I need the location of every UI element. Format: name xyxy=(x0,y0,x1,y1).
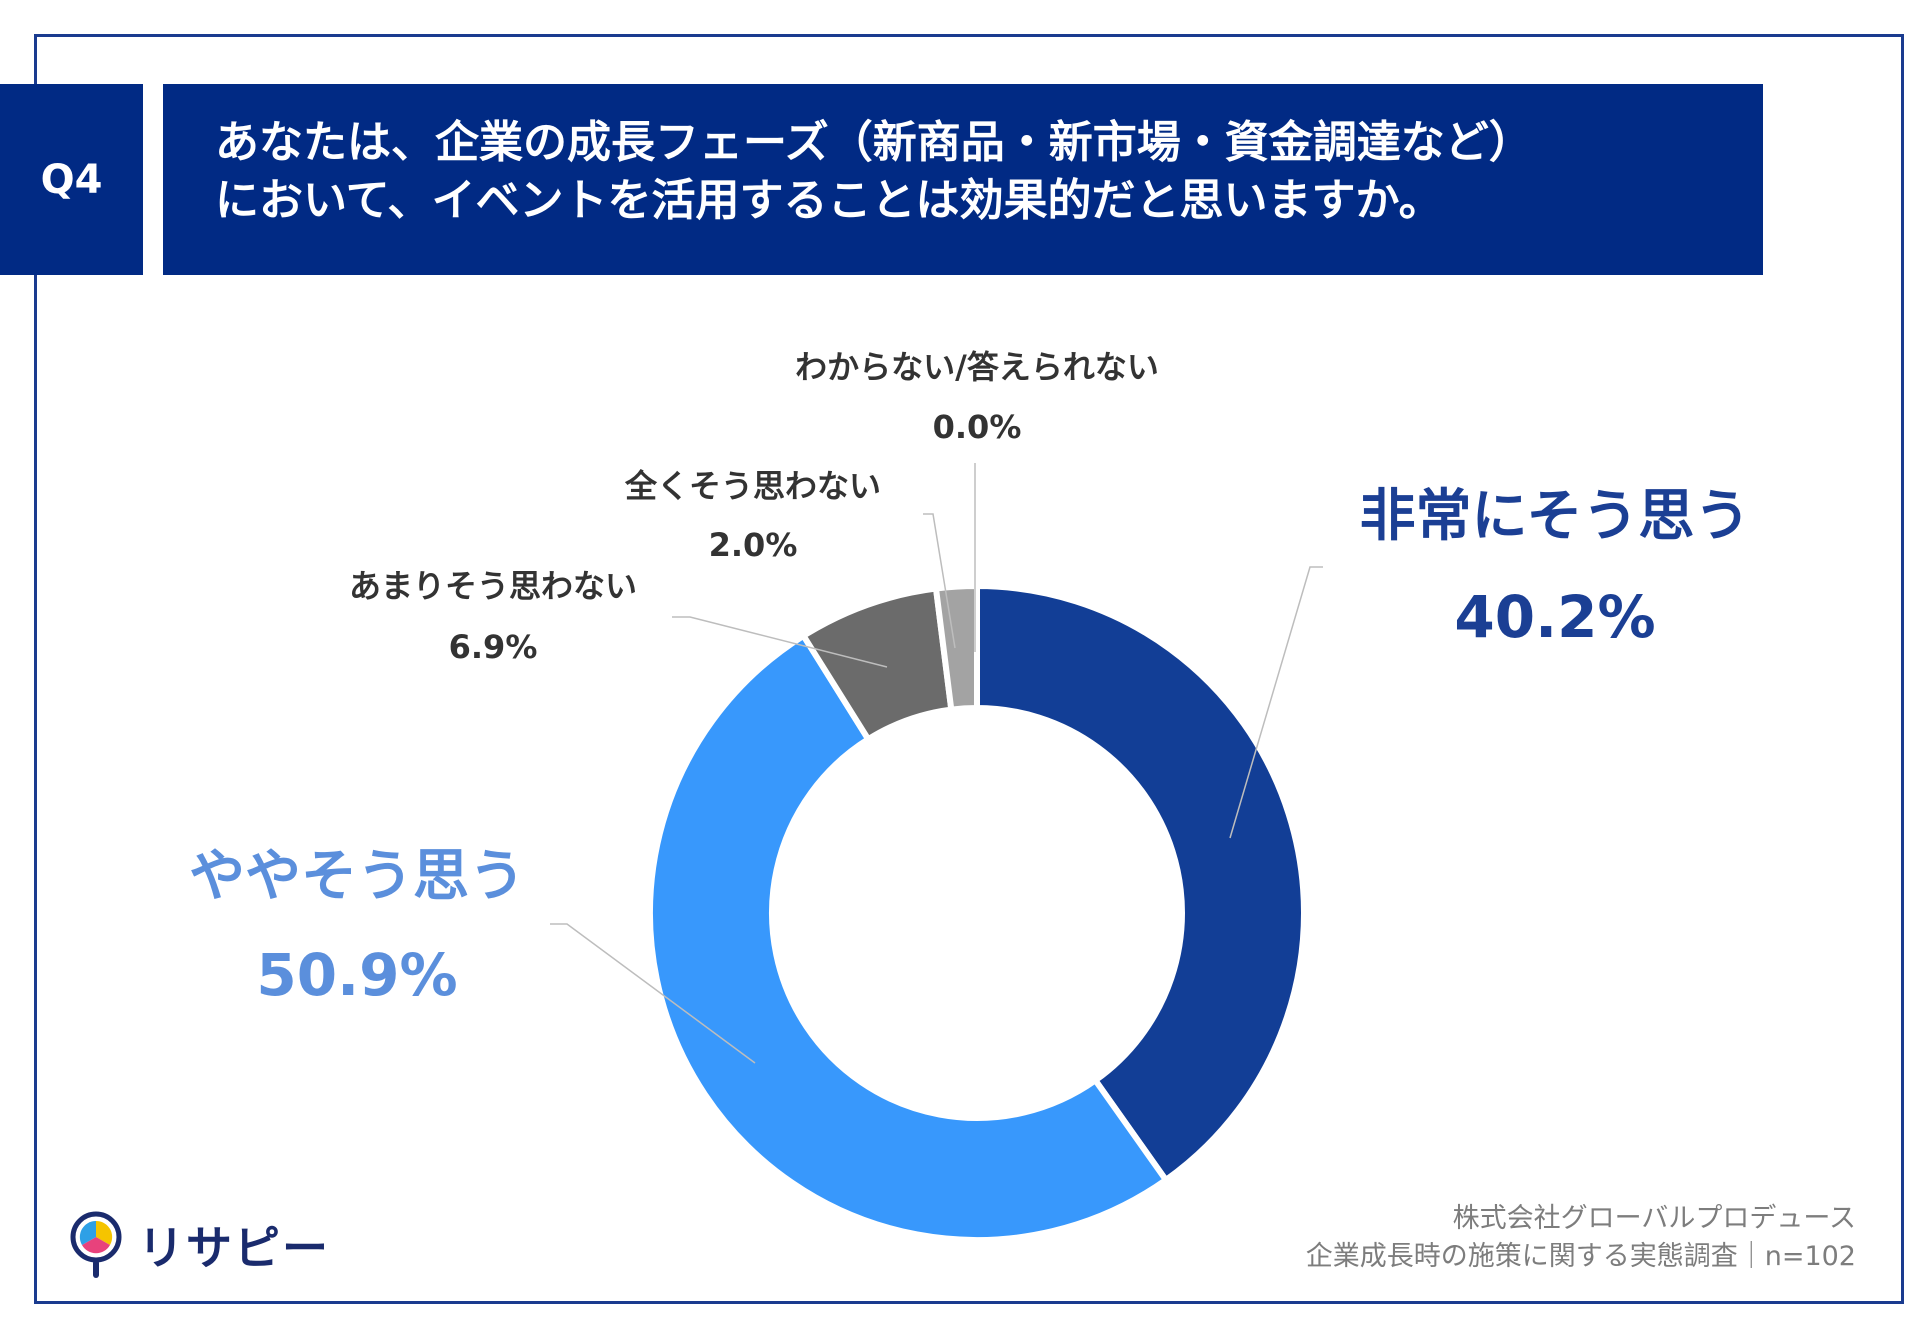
brand-name: リサピー xyxy=(138,1221,330,1275)
source-survey: 企業成長時の施策に関する実態調査｜n=102 xyxy=(1305,1241,1856,1272)
question-number: Q4 xyxy=(40,156,103,203)
slice-very xyxy=(974,582,1307,1185)
label-unknown-name: わからない/答えられない xyxy=(795,348,1159,386)
leader-line-not-at-all xyxy=(923,513,956,649)
label-somewhat-name: ややそう思う xyxy=(189,844,525,909)
leader-lines xyxy=(550,463,1323,1064)
question-line-2: において、イベントを活用することは効果的だと思いますか。 xyxy=(215,175,1443,226)
slice-labels: 非常にそう思う 40.2% ややそう思う 50.9% あまりそう思わない 6.9… xyxy=(189,348,1750,1009)
label-not-at-all-name: 全くそう思わない xyxy=(624,467,881,505)
donut-slices xyxy=(647,582,1307,1243)
source-note: 株式会社グローバルプロデュース 企業成長時の施策に関する実態調査｜n=102 xyxy=(1306,1200,1856,1276)
label-unknown-value: 0.0% xyxy=(933,408,1022,446)
label-very-name: 非常にそう思う xyxy=(1360,484,1751,549)
slice-somewhat xyxy=(647,631,1171,1243)
question-banner: あなたは、企業の成長フェーズ（新商品・新市場・資金調達など） において、イベント… xyxy=(163,84,1763,275)
slice-not-at-all xyxy=(932,582,980,713)
label-not-much-value: 6.9% xyxy=(449,628,538,666)
label-not-much-name: あまりそう思わない xyxy=(349,567,637,605)
question-line-1: あなたは、企業の成長フェーズ（新商品・新市場・資金調達など） xyxy=(215,117,1533,168)
label-very-value: 40.2% xyxy=(1454,583,1655,651)
leader-line-not-much xyxy=(672,616,888,668)
label-somewhat-value: 50.9% xyxy=(256,941,457,1009)
pin-logo-icon xyxy=(70,1211,122,1278)
question-number-badge: Q4 xyxy=(0,84,143,275)
label-not-at-all-value: 2.0% xyxy=(709,526,798,564)
chart-frame xyxy=(34,34,1904,1304)
source-company: 株式会社グローバルプロデュース xyxy=(1452,1203,1856,1234)
leader-line-somewhat xyxy=(550,923,756,1064)
brand-logo: リサピー xyxy=(68,1210,330,1280)
leader-line-very xyxy=(1229,566,1323,839)
